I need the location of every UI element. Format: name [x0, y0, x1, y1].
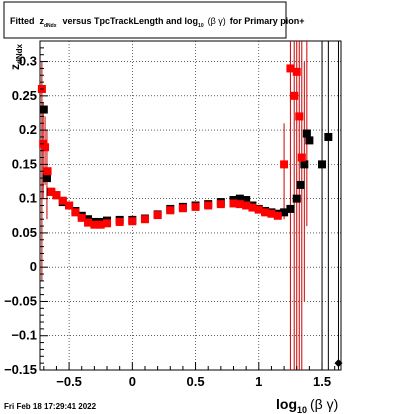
- axes: −0.5 0 0.5 1 1.5 −0.15 −0.1 −0.05 0 0.05 0.1 0.15 0.…: [4, 40, 336, 389]
- x-tick-label: 1: [255, 374, 262, 389]
- y-tick-label: −0.15: [4, 362, 37, 377]
- red-series-point: [273, 211, 282, 220]
- red-series-point: [52, 191, 61, 200]
- black-series-point: [305, 136, 314, 145]
- red-series-point: [128, 217, 137, 226]
- red-series-point: [261, 208, 270, 217]
- red-series-point: [65, 201, 74, 210]
- x-tick-label: −0.5: [56, 374, 82, 389]
- black-series-point: [334, 359, 343, 368]
- plot-frame: [39, 40, 342, 371]
- y-tick-label: 0.15: [12, 156, 37, 171]
- red-series-point: [115, 217, 124, 226]
- y-tick-label: −0.1: [11, 328, 37, 343]
- black-series-point: [235, 194, 244, 203]
- red-series-point: [295, 112, 304, 121]
- red-series-point: [153, 211, 162, 220]
- red-series-point: [280, 160, 289, 169]
- red-series-point: [47, 187, 56, 196]
- black-series-point: [292, 194, 301, 203]
- red-series-point: [58, 196, 67, 205]
- black-series-point: [280, 208, 289, 217]
- red-series-point: [90, 220, 99, 229]
- red-series-point: [178, 204, 187, 213]
- red-series-point: [242, 201, 251, 210]
- red-series-point: [216, 200, 225, 209]
- black-series-point: [42, 174, 51, 183]
- red-series-point: [292, 67, 301, 76]
- red-series-point: [84, 218, 93, 227]
- y-tick-label: 0.1: [19, 191, 37, 206]
- red-series-point: [248, 203, 257, 212]
- y-tick-label: 0: [30, 259, 37, 274]
- red-series-point: [103, 219, 112, 228]
- black-series-point: [302, 129, 311, 138]
- black-series-point: [296, 180, 305, 189]
- chart-title: Fitted zdNdx versus TpcTrackLength and log…: [10, 16, 305, 29]
- x-tick-label: 1.5: [313, 374, 331, 389]
- black-series-point: [286, 204, 295, 213]
- y-tick-label: 0.3: [19, 54, 37, 69]
- y-tick-label: −0.05: [4, 293, 37, 308]
- x-axis-label: log10 (β γ): [276, 396, 338, 414]
- red-series-point: [290, 91, 299, 100]
- red-series-point: [191, 202, 200, 211]
- black-series-point: [318, 160, 327, 169]
- title-box: [3, 1, 287, 39]
- black-series-point: [300, 160, 309, 169]
- red-series-point: [166, 206, 175, 215]
- red-series-point: [71, 208, 80, 217]
- red-series-point: [297, 153, 306, 162]
- timestamp: Fri Feb 18 17:29:41 2022: [4, 402, 97, 411]
- red-series-point: [229, 199, 238, 208]
- red-series-point: [254, 205, 263, 214]
- red-series-point: [41, 143, 50, 152]
- red-series-point: [140, 215, 149, 224]
- red-series-point: [77, 213, 86, 222]
- red-series-point: [267, 209, 276, 218]
- black-series-point: [242, 196, 251, 205]
- grid: [40, 41, 341, 371]
- red-series-point: [235, 200, 244, 209]
- red-series-point: [286, 64, 295, 73]
- red-series-point: [96, 220, 105, 229]
- black-series-point: [324, 132, 333, 141]
- y-tick-label: 0.05: [12, 225, 37, 240]
- y-tick-label: 0.25: [12, 88, 37, 103]
- red-series-point: [43, 167, 52, 176]
- red-series-point: [204, 201, 213, 210]
- x-tick-label: 0.5: [187, 374, 205, 389]
- y-axis-label: zdNdx: [8, 43, 24, 70]
- x-tick-label: 0: [129, 374, 136, 389]
- y-tick-label: 0.2: [19, 122, 37, 137]
